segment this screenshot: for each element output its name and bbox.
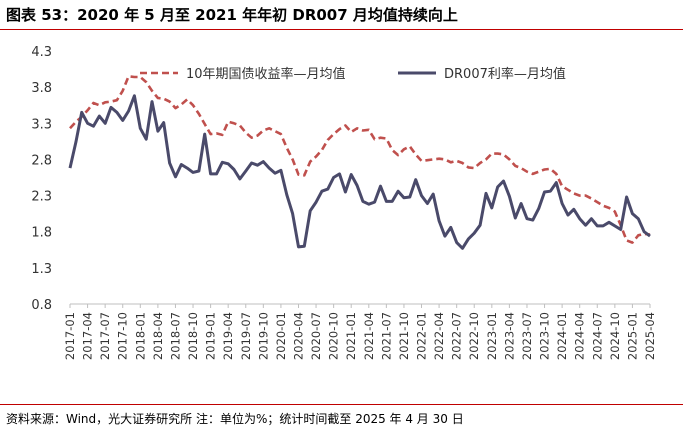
- x-tick-label: 2017-10: [116, 312, 130, 360]
- x-tick-label: 2025-04: [643, 312, 657, 360]
- x-tick-label: 2024-07: [590, 312, 604, 360]
- x-axis: 2017-01 2017-04 2017-07 2017-10 2018-01 2018-…: [63, 303, 657, 360]
- x-tick-label: 2018-10: [186, 312, 200, 360]
- x-tick-label: 2023-01: [485, 312, 499, 360]
- x-tick-label: 2020-04: [291, 312, 305, 360]
- y-tick-label: 1.3: [31, 262, 52, 277]
- y-tick-label: 1.8: [31, 226, 52, 241]
- x-tick-label: 2018-04: [151, 312, 165, 360]
- source-note: 资料来源：Wind，光大证券研究所 注：单位为%；统计时间截至 2025 年 4…: [6, 412, 464, 426]
- y-tick-label: 3.3: [31, 117, 52, 132]
- page-title: 图表 53：2020 年 5 月至 2021 年年初 DR007 月均值持续向上: [6, 6, 458, 24]
- x-tick-label: 2018-07: [168, 312, 182, 360]
- x-tick-label: 2018-01: [133, 312, 147, 360]
- x-tick-label: 2022-07: [450, 312, 464, 360]
- footer-rule: [0, 404, 683, 405]
- x-tick-label: 2024-04: [573, 312, 587, 360]
- x-tick-label: 2021-07: [379, 312, 393, 360]
- x-tick-label: 2019-01: [204, 312, 218, 360]
- x-tick-label: 2021-01: [344, 312, 358, 360]
- x-tick-label: 2025-01: [625, 312, 639, 360]
- title-rule: [0, 29, 683, 30]
- x-tick-label: 2019-10: [256, 312, 270, 360]
- x-tick-label: 2022-01: [415, 312, 429, 360]
- y-tick-label: 3.8: [31, 81, 52, 96]
- x-tick-label: 2021-10: [397, 312, 411, 360]
- legend: 10年期国债收益率—月均值 DR007利率—月均值: [140, 66, 566, 82]
- x-tick-label: 2017-07: [98, 312, 112, 360]
- x-tick-label: 2020-10: [327, 312, 341, 360]
- x-tick-label: 2019-07: [239, 312, 253, 360]
- x-tick-label: 2023-04: [502, 312, 516, 360]
- y-axis: 4.3 3.8 3.3 2.8 2.3 1.8 1.3 0.8: [31, 45, 52, 313]
- x-tick-label: 2020-01: [274, 312, 288, 360]
- x-tick-label: 2017-04: [81, 312, 95, 360]
- y-tick-label: 0.8: [31, 298, 52, 313]
- x-tick-label: 2020-07: [309, 312, 323, 360]
- x-tick-label: 2024-10: [608, 312, 622, 360]
- x-tick-label: 2023-10: [538, 312, 552, 360]
- x-tick-label: 2017-01: [63, 312, 77, 360]
- x-tick-label: 2022-10: [467, 312, 481, 360]
- series-dr007-line: [68, 94, 651, 250]
- series-group: [68, 75, 651, 250]
- x-tick-label: 2022-04: [432, 312, 446, 360]
- x-tick-label: 2023-07: [520, 312, 534, 360]
- y-tick-label: 2.3: [31, 190, 52, 205]
- x-tick-label: 2024-01: [555, 312, 569, 360]
- series-10y-bond-line: [69, 75, 651, 244]
- y-tick-label: 4.3: [31, 45, 52, 60]
- y-tick-label: 2.8: [31, 153, 52, 168]
- legend-label-10y: 10年期国债收益率—月均值: [186, 66, 346, 82]
- legend-label-dr007: DR007利率—月均值: [444, 66, 566, 82]
- x-tick-label: 2021-04: [362, 312, 376, 360]
- x-tick-label: 2019-04: [221, 312, 235, 360]
